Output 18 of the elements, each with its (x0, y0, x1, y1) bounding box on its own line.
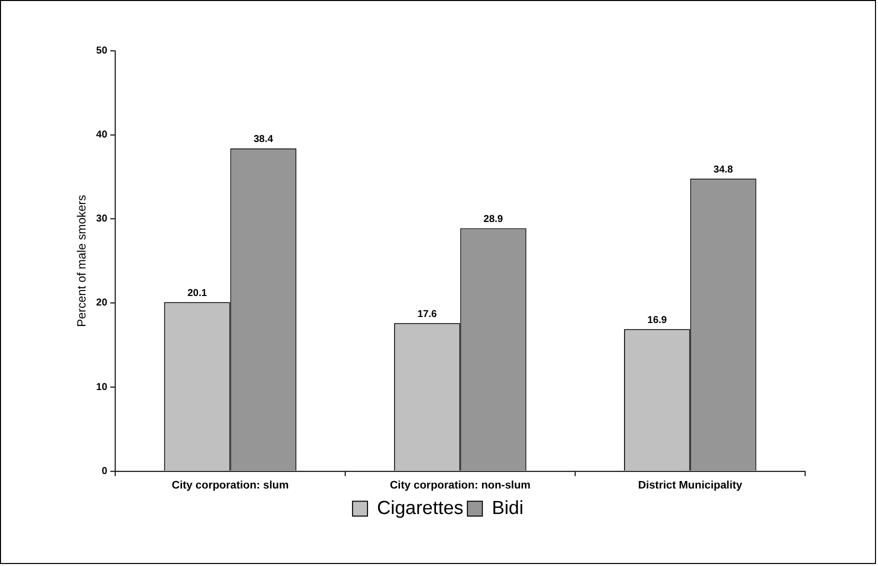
data-label: 38.4 (254, 134, 274, 146)
y-tick-label: 50 (96, 46, 108, 57)
legend-label: Bidi (492, 498, 524, 519)
y-axis-title: Percent of male smokers (74, 194, 88, 328)
legend-label: Cigarettes (377, 498, 464, 519)
x-tick-label: City corporation: slum (172, 480, 289, 492)
y-tick-label: 30 (96, 214, 108, 225)
data-label: 34.8 (714, 164, 734, 176)
data-label: 17.6 (417, 308, 438, 320)
y-tick-label: 0 (102, 466, 108, 477)
data-label: 16.9 (647, 314, 668, 326)
data-label: 28.9 (484, 214, 504, 225)
x-tick-label: City corporation: non-slum (390, 480, 531, 492)
data-label: 20.1 (187, 288, 208, 299)
y-tick-label: 40 (96, 130, 108, 141)
y-tick-label: 20 (96, 298, 108, 309)
x-tick-label: District Municipality (638, 480, 744, 492)
y-tick-label: 10 (96, 382, 108, 393)
